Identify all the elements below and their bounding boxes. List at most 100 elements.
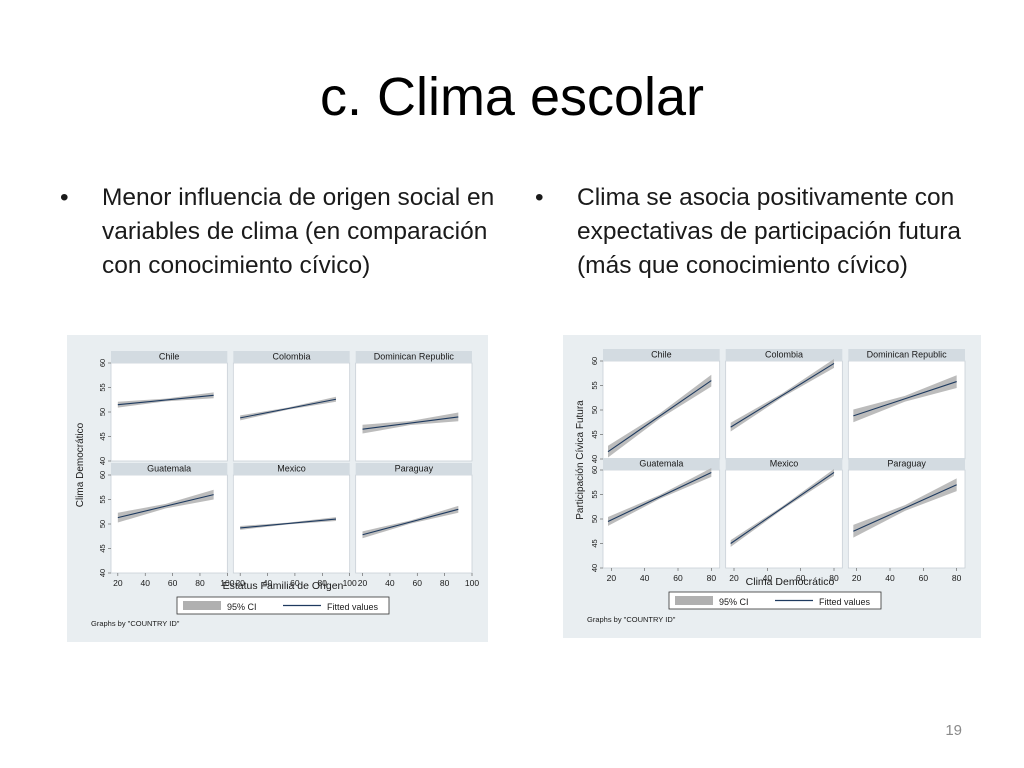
fitted-line (853, 484, 957, 532)
facet-title: Paraguay (395, 464, 434, 474)
y-axis-title: Participación Cívica Futura (575, 400, 586, 520)
x-tick-label: 80 (195, 578, 205, 588)
x-tick-label: 80 (829, 573, 839, 583)
fitted-line (853, 381, 957, 417)
x-tick-label: 100 (465, 578, 479, 588)
x-tick-label: 60 (290, 578, 300, 588)
legend-swatch-ci (183, 601, 221, 610)
x-tick-label: 40 (140, 578, 150, 588)
y-tick-label: 45 (98, 544, 107, 552)
facet-plot-area (110, 474, 228, 574)
y-tick-label: 40 (590, 564, 599, 572)
y-tick-label: 60 (98, 359, 107, 367)
fitted-line (730, 471, 835, 544)
y-tick-label: 60 (590, 466, 599, 474)
facet-plot-area (110, 362, 228, 462)
fitted-line (117, 394, 214, 406)
x-axis-title: Clima Democrático (746, 576, 835, 588)
graph-note: Graphs by "COUNTRY ID" (91, 619, 180, 628)
facet-strip (848, 349, 965, 361)
y-tick-label: 50 (98, 408, 107, 416)
x-tick-label: 20 (358, 578, 368, 588)
page-number: 19 (945, 722, 962, 739)
x-tick-label: 100 (343, 578, 357, 588)
fitted-line (362, 416, 459, 430)
y-tick-label: 50 (590, 406, 599, 414)
facet-plot-area (725, 469, 843, 569)
facet-title: Colombia (272, 352, 310, 362)
facet-title: Paraguay (887, 459, 926, 469)
y-tick-label: 40 (98, 457, 107, 465)
x-tick-label: 80 (707, 573, 717, 583)
facet-strip (111, 351, 228, 363)
facet-title: Guatemala (639, 459, 683, 469)
x-tick-label: 60 (413, 578, 423, 588)
x-tick-label: 20 (729, 573, 739, 583)
facet-strip (355, 351, 472, 363)
fitted-line (362, 508, 459, 536)
x-tick-label: 40 (640, 573, 650, 583)
legend-label-ci: 95% CI (227, 602, 257, 612)
x-tick-label: 60 (919, 573, 929, 583)
legend-label-fit: Fitted values (819, 597, 871, 607)
facet-strip (603, 458, 720, 470)
fitted-line (607, 471, 712, 522)
facet-strip (848, 458, 965, 470)
facet-strip (111, 463, 228, 475)
facet-plot-area (602, 469, 721, 569)
fitted-line (730, 362, 835, 428)
y-tick-label: 50 (98, 520, 107, 528)
facet-plot-area (355, 474, 473, 574)
x-tick-label: 20 (235, 578, 245, 588)
bullet-text-2: Clima se asocia positivamente con expect… (577, 184, 962, 279)
chart-participacion-by-clima: Chile 40 45 50 55 60 Colombia Dominican Republi… (563, 335, 981, 638)
y-tick-label: 40 (590, 455, 599, 463)
y-tick-label: 50 (590, 515, 599, 523)
facet-title: Guatemala (147, 464, 191, 474)
fitted-line (240, 518, 337, 529)
y-tick-label: 55 (98, 383, 107, 391)
facet-strip (233, 463, 350, 475)
facet-title: Mexico (277, 464, 306, 474)
x-tick-label: 100 (220, 578, 234, 588)
facet-strip (603, 349, 720, 361)
y-tick-label: 45 (98, 432, 107, 440)
facet-title: Colombia (765, 350, 803, 360)
y-tick-label: 55 (590, 490, 599, 498)
y-tick-label: 40 (98, 569, 107, 577)
facet-strip (355, 463, 472, 475)
legend-swatch-ci (675, 596, 713, 605)
fitted-line (117, 494, 214, 519)
chart-clima-democratico-by-estatus: Chile 40 45 50 55 60 Colombia Dominican Republi… (67, 335, 488, 642)
y-tick-label: 45 (590, 539, 599, 547)
x-tick-label: 60 (796, 573, 806, 583)
x-tick-label: 40 (263, 578, 273, 588)
facet-plot-area (725, 360, 843, 460)
facet-strip (725, 458, 843, 470)
bullet-item-2: • Clima se asocia positivamente con expe… (535, 181, 977, 283)
y-tick-label: 60 (98, 471, 107, 479)
y-tick-label: 55 (98, 495, 107, 503)
fitted-line (607, 380, 712, 453)
x-tick-label: 60 (168, 578, 178, 588)
y-tick-label: 45 (590, 430, 599, 438)
x-tick-label: 80 (318, 578, 328, 588)
facet-title: Dominican Republic (867, 350, 948, 360)
bullet-glyph: • (535, 184, 544, 211)
x-tick-label: 60 (673, 573, 683, 583)
legend-label-ci: 95% CI (719, 597, 749, 607)
x-tick-label: 40 (385, 578, 395, 588)
facet-plot-area (355, 362, 473, 462)
facet-title: Dominican Republic (374, 352, 455, 362)
facet-strip (233, 351, 350, 363)
facet-title: Chile (159, 352, 180, 362)
facet-strip (725, 349, 843, 361)
bullet-glyph: • (60, 184, 69, 211)
facet-title: Chile (651, 350, 672, 360)
x-tick-label: 80 (952, 573, 962, 583)
bullet-item-1: • Menor influencia de origen social en v… (60, 181, 512, 283)
x-tick-label: 40 (885, 573, 895, 583)
x-tick-label: 20 (852, 573, 862, 583)
fitted-line (240, 398, 337, 419)
x-axis-title: Estatus Familia de Origen (223, 580, 344, 592)
